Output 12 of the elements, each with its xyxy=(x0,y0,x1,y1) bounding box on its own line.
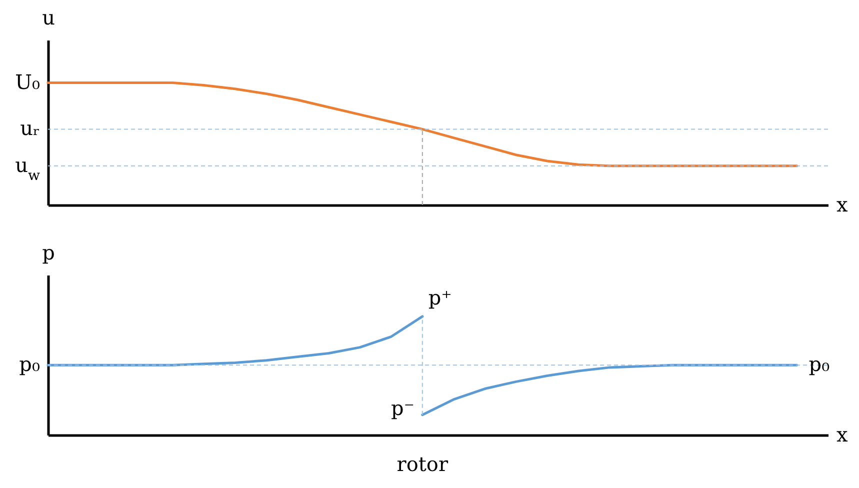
ref-line-label: uᵣ xyxy=(20,116,40,140)
text: p⁺ xyxy=(428,284,452,309)
series-label: p₀ xyxy=(808,352,830,376)
x-axis-title: x xyxy=(836,192,848,216)
y-axis-title: p xyxy=(42,240,54,264)
text: U₀ xyxy=(14,69,40,94)
annotation: p⁻ xyxy=(390,395,414,420)
ref-line-label: u$_{w}$ xyxy=(14,152,40,184)
y-axis-title: u xyxy=(42,5,55,29)
text: rotor xyxy=(396,452,448,476)
ref-line-label: p₀ xyxy=(18,352,40,376)
x-axis-title: x xyxy=(836,422,848,446)
